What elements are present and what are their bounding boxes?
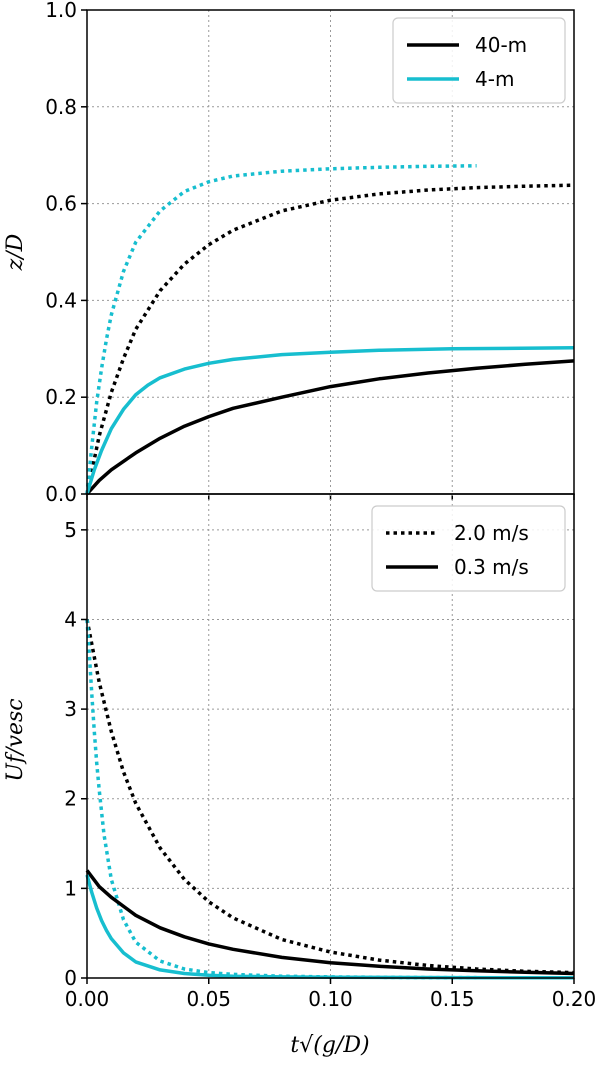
series-line: [85, 874, 575, 980]
top-y-axis-label: z/D: [3, 233, 28, 271]
x-tick-label: 0.20: [552, 987, 597, 1011]
y-tick-label: 0.6: [45, 192, 77, 216]
y-tick-label: 0.8: [45, 95, 77, 119]
y-tick-label: 2: [64, 787, 77, 811]
x-tick-label: 0.05: [186, 987, 231, 1011]
series-line: [85, 869, 575, 976]
y-tick-label: 3: [64, 697, 77, 721]
legend-box: [392, 17, 566, 104]
y-tick-label: 1: [64, 876, 77, 900]
bottom-ticks: 0.00 0.05 0.10 0.15 0.20 0 1 2 3 4 5: [64, 518, 596, 1011]
y-tick-label: 4: [64, 607, 77, 631]
legend-box: [371, 505, 566, 592]
legend-label: 0.3 m/s: [454, 555, 529, 579]
x-tick-label: 0.00: [65, 987, 110, 1011]
x-axis-label: t√(g/D): [290, 1033, 369, 1058]
bottom-legend: 2.0 m/s 0.3 m/s: [371, 505, 566, 592]
x-tick-label: 0.10: [308, 987, 353, 1011]
series-line: [85, 359, 575, 496]
series-line: [85, 346, 575, 495]
top-panel: 0.0 0.2 0.4 0.6 0.8 1.0 z/D 40-m 4-m: [3, 0, 575, 506]
bottom-y-axis-label: Uf/vesc: [3, 698, 28, 781]
y-tick-label: 0.2: [45, 385, 77, 409]
y-tick-label: 0: [64, 966, 77, 990]
y-tick-label: 0.0: [45, 482, 77, 506]
y-tick-label: 1.0: [45, 0, 77, 22]
y-tick-label: 0.4: [45, 288, 77, 312]
x-tick-label: 0.15: [430, 987, 475, 1011]
series-line: [85, 164, 477, 495]
top-legend: 40-m 4-m: [392, 17, 566, 104]
series-line: [85, 183, 575, 495]
series-line: [85, 619, 575, 975]
top-series: [85, 164, 575, 496]
legend-label: 2.0 m/s: [454, 521, 529, 545]
legend-label: 4-m: [475, 67, 514, 91]
legend-label: 40-m: [475, 33, 527, 57]
y-tick-label: 5: [64, 518, 77, 542]
bottom-panel: 0.00 0.05 0.10 0.15 0.20 0 1 2 3 4 5 Uf/vesc t√(g/…: [3, 493, 596, 1058]
bottom-series: [85, 619, 575, 980]
